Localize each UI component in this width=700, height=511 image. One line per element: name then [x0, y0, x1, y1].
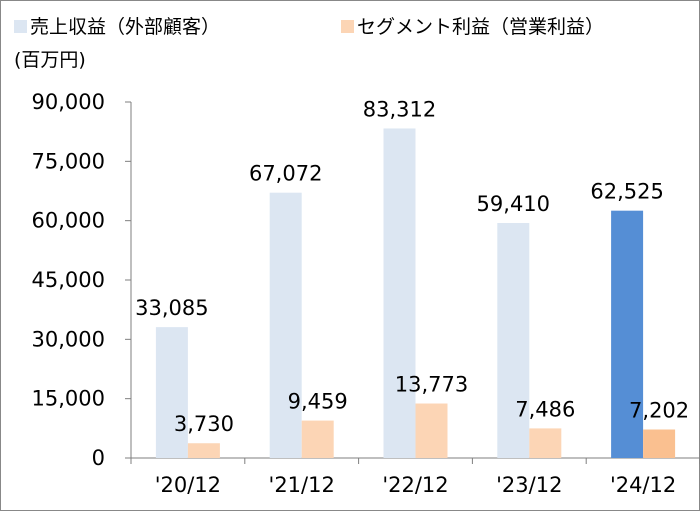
legend: 売上収益（外部顧客） セグメント利益（営業利益） [14, 16, 604, 38]
data-label-profit: 13,773 [395, 373, 468, 397]
y-tick-label: 90,000 [32, 90, 105, 114]
data-label-profit: 7,202 [629, 399, 689, 423]
data-label-profit: 3,730 [174, 412, 234, 436]
y-axis-unit-label: (百万円) [14, 49, 86, 71]
x-tick-label: '23/12 [496, 473, 562, 497]
bar-profit [187, 443, 220, 458]
y-tick-label: 30,000 [32, 327, 105, 351]
y-tick-label: 45,000 [32, 268, 105, 292]
x-tick-label: '21/12 [269, 473, 335, 497]
axes: 0 15,000 30,000 45,000 60,000 75,000 90,000 '20… [32, 90, 700, 497]
y-tick-label: 60,000 [32, 209, 105, 233]
legend-label-sales: 売上収益（外部顧客） [30, 16, 220, 38]
bar-sales [611, 210, 644, 458]
x-tick-label: '24/12 [610, 473, 676, 497]
data-label-sales: 62,525 [590, 180, 663, 204]
y-tick-label: 15,000 [32, 387, 105, 411]
data-label-sales: 67,072 [249, 162, 322, 186]
bar-sales [155, 327, 188, 458]
bar-sales [383, 128, 416, 458]
x-tick-label: '22/12 [382, 473, 448, 497]
bar-sales [269, 192, 302, 458]
data-labels: 33,085 67,072 83,312 59,410 62,525 3,730 9,459… [135, 97, 689, 436]
bar-profit [529, 428, 562, 458]
data-label-sales: 59,410 [477, 192, 550, 216]
y-tick-label: 0 [92, 446, 105, 470]
data-label-profit: 9,459 [288, 390, 348, 414]
legend-swatch-profit [341, 20, 354, 33]
x-tick-label: '20/12 [155, 473, 221, 497]
y-tick-label: 75,000 [32, 149, 105, 173]
bar-sales [497, 223, 530, 458]
legend-swatch-sales [14, 20, 27, 33]
legend-label-profit: セグメント利益（営業利益） [357, 16, 604, 38]
bar-profit [301, 420, 334, 458]
data-label-sales: 33,085 [135, 296, 208, 320]
data-label-sales: 83,312 [363, 97, 436, 121]
bar-profit [643, 429, 676, 458]
bar-profit [415, 403, 448, 458]
data-label-profit: 7,486 [515, 397, 575, 421]
bars [155, 128, 676, 458]
